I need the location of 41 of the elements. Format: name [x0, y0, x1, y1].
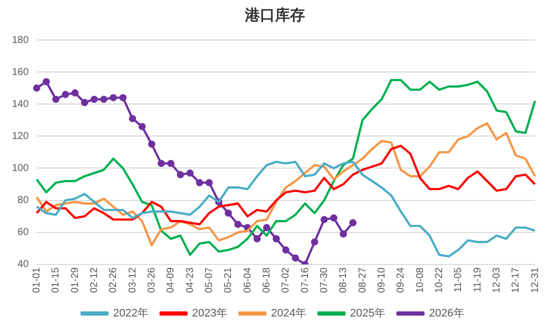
- y-tick-label: 60: [18, 227, 30, 238]
- x-tick-label: 01-15: [50, 266, 62, 293]
- x-tick-label: 06-04: [242, 266, 254, 293]
- x-tick-label: 02-26: [108, 266, 120, 293]
- legend-label: 2024年: [271, 308, 306, 320]
- legend-label: 2025年: [350, 308, 386, 320]
- x-tick-label: 10-08: [414, 266, 426, 293]
- x-tick-label: 08-13: [338, 266, 350, 293]
- x-tick-label: 07-16: [300, 266, 311, 293]
- x-tick-label: 12-03: [491, 266, 502, 293]
- x-tick-label: 02-12: [88, 266, 100, 293]
- y-tick-label: 180: [12, 34, 30, 46]
- x-tick-label: 04-09: [166, 266, 177, 293]
- x-tick-label: 04-23: [184, 266, 196, 293]
- x-tick-label: 11-19: [472, 266, 484, 292]
- x-tick-label: 11-05: [453, 266, 464, 292]
- x-tick-label: 12-17: [510, 266, 522, 293]
- y-tick-label: 160: [12, 66, 30, 78]
- chart-title: 港口库存: [244, 5, 306, 26]
- legend-label: 2023年: [192, 308, 228, 320]
- x-tick-label: 05-07: [204, 266, 215, 293]
- y-tick-label: 80: [18, 195, 30, 206]
- x-tick-label: 08-27: [357, 266, 368, 293]
- x-tick-label: 05-21: [223, 266, 234, 293]
- x-tick-label: 07-30: [318, 266, 330, 293]
- x-tick-label: 03-26: [146, 266, 158, 293]
- y-tick-label: 140: [12, 98, 30, 110]
- x-tick-label: 03-12: [127, 266, 138, 293]
- y-tick-label: 100: [12, 162, 30, 174]
- x-tick-label: 12-31: [530, 266, 541, 293]
- x-tick-label: 01-01: [31, 266, 42, 293]
- y-tick-label: 120: [12, 130, 30, 142]
- x-tick-label: 09-10: [376, 266, 388, 293]
- x-tick-label: 01-29: [70, 266, 81, 293]
- x-tick-label: 10-22: [434, 266, 445, 293]
- x-tick-label: 06-18: [261, 266, 272, 293]
- y-tick-label: 40: [18, 259, 30, 270]
- legend-label: 2022年: [113, 308, 149, 320]
- x-tick-label: 09-24: [396, 266, 407, 293]
- x-tick-label: 07-02: [280, 266, 292, 293]
- legend-label: 2026年: [428, 308, 464, 320]
